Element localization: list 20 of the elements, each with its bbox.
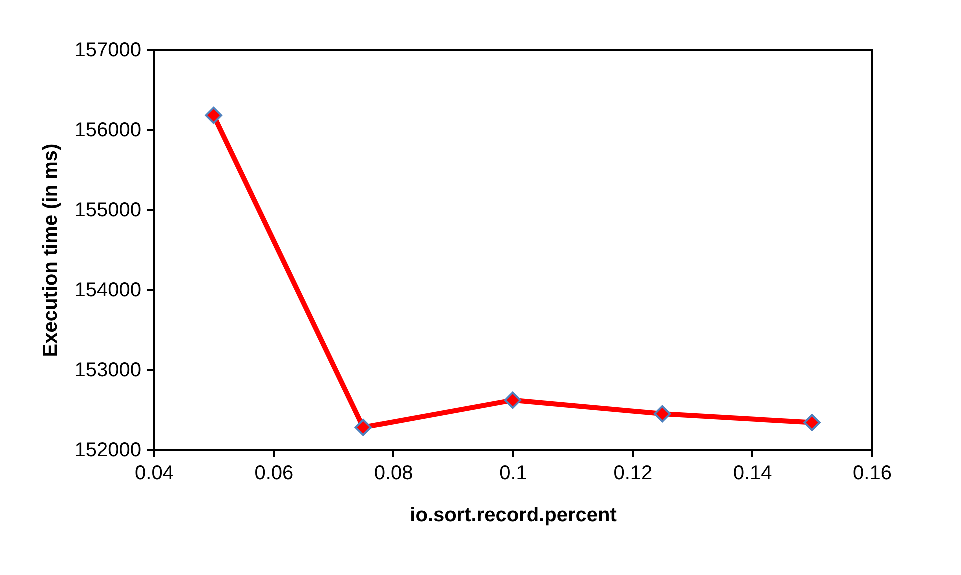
point — [654, 405, 672, 423]
point — [804, 414, 821, 432]
y-tick-label: 156000 — [74, 120, 142, 142]
x-axis-title: io.sort.record.percent — [410, 504, 618, 526]
y-tick-label: 154000 — [74, 280, 142, 302]
x-tick-label: 0.08 — [374, 462, 414, 484]
y-tick-label: 152000 — [74, 440, 142, 462]
x-tick-label: 0.04 — [135, 462, 174, 484]
x-tick-label: 0.12 — [614, 462, 653, 484]
y-axis-title: Execution time (in ms) — [40, 144, 62, 358]
point — [354, 419, 372, 436]
x-tick-label: 0.06 — [254, 462, 294, 484]
x-tick-label: 0.14 — [733, 462, 772, 484]
x-tick-label: 0.1 — [500, 462, 528, 484]
point — [205, 107, 222, 124]
point — [504, 392, 522, 409]
y-tick-label: 155000 — [74, 200, 142, 222]
y-tick-label: 157000 — [74, 40, 142, 62]
x-tick-label: 0.16 — [853, 462, 892, 484]
y-tick-label: 153000 — [74, 360, 142, 382]
